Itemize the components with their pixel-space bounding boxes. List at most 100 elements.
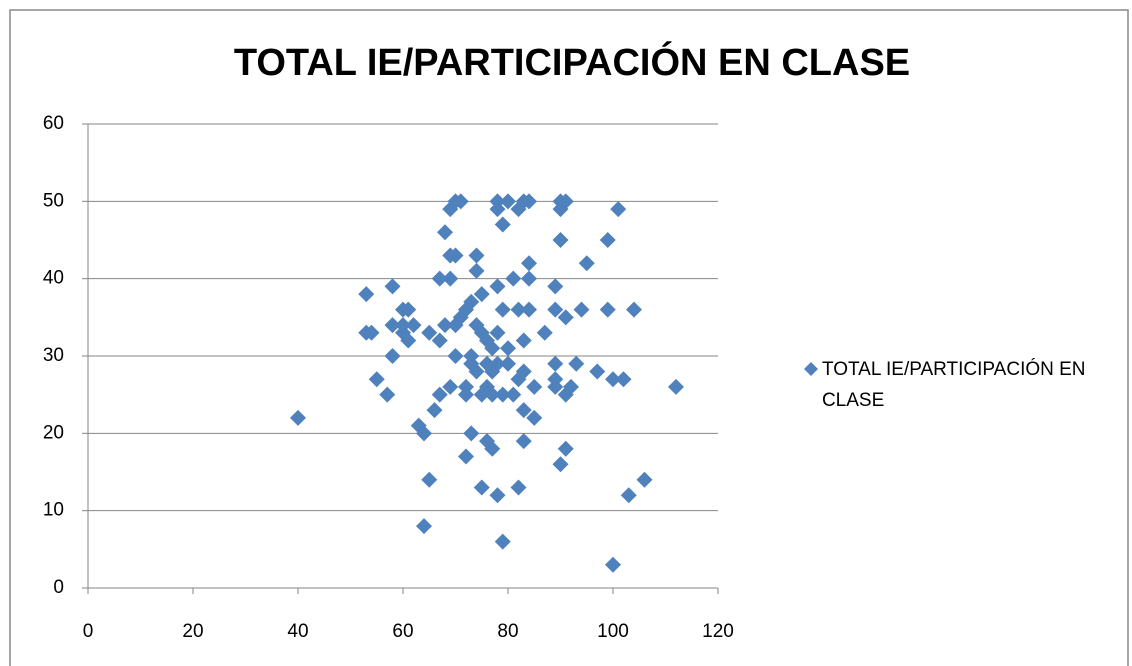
- point: [552, 232, 569, 248]
- x-tick-label: 40: [287, 621, 308, 642]
- point: [557, 309, 574, 326]
- point: [605, 371, 621, 388]
- point: [521, 270, 537, 287]
- point: [510, 301, 527, 318]
- y-tick-label: 10: [43, 500, 64, 521]
- point: [505, 386, 522, 403]
- point: [494, 386, 511, 403]
- x-tick-label: 80: [497, 621, 518, 642]
- y-tick-label: 60: [43, 113, 64, 134]
- y-tick-label: 40: [43, 268, 64, 289]
- point: [589, 363, 606, 380]
- point: [421, 471, 438, 488]
- point: [521, 193, 537, 210]
- point: [636, 471, 653, 488]
- point: [500, 355, 516, 372]
- point: [489, 355, 506, 372]
- point: [358, 286, 375, 303]
- point: [473, 479, 490, 496]
- point: [384, 317, 401, 334]
- point: [442, 270, 459, 287]
- point: [468, 363, 485, 380]
- point: [431, 270, 448, 287]
- point: [620, 487, 637, 504]
- point: [547, 378, 564, 395]
- point: [573, 301, 590, 318]
- y-tick-label: 20: [43, 422, 64, 443]
- point: [563, 378, 579, 395]
- point: [379, 386, 396, 403]
- point: [421, 324, 438, 341]
- x-tick-label: 20: [182, 621, 203, 642]
- point: [494, 301, 511, 318]
- point: [489, 324, 506, 341]
- point: [505, 270, 522, 287]
- point: [447, 247, 464, 264]
- point: [500, 193, 516, 210]
- point: [368, 371, 385, 388]
- point: [384, 278, 401, 295]
- point: [557, 193, 574, 210]
- point: [515, 363, 532, 380]
- point: [578, 255, 595, 272]
- point: [437, 224, 453, 241]
- legend-marker: [804, 362, 818, 376]
- point: [489, 278, 506, 295]
- point: [626, 301, 642, 318]
- point: [557, 440, 574, 457]
- point: [552, 456, 569, 473]
- x-tick-label: 60: [392, 621, 413, 642]
- x-tick-label: 100: [597, 621, 629, 642]
- point: [547, 278, 564, 295]
- point: [431, 386, 448, 403]
- legend-entry: TOTAL IE/PARTICIPACIÓN EN CLASE: [802, 354, 1122, 416]
- point: [536, 324, 553, 341]
- point: [515, 433, 532, 450]
- point: [489, 487, 506, 504]
- point: [494, 533, 511, 550]
- y-tick-label: 50: [43, 190, 64, 211]
- point: [452, 193, 469, 210]
- point: [568, 355, 585, 372]
- y-tick-label: 30: [43, 345, 64, 366]
- point: [400, 301, 417, 318]
- point: [484, 440, 501, 457]
- point: [515, 402, 532, 419]
- y-tick-label: 0: [53, 577, 64, 598]
- point: [610, 201, 627, 218]
- chart-title: TOTAL IE/PARTICIPACIÓN EN CLASE: [234, 40, 910, 84]
- point: [431, 332, 448, 349]
- point: [468, 247, 485, 264]
- point: [547, 355, 564, 372]
- point: [447, 348, 464, 364]
- x-tick-label: 120: [702, 621, 734, 642]
- point: [426, 402, 443, 419]
- point: [405, 317, 422, 334]
- point: [416, 425, 432, 442]
- point: [437, 317, 453, 334]
- point: [484, 340, 501, 357]
- legend: TOTAL IE/PARTICIPACIÓN EN CLASE: [802, 354, 1122, 416]
- x-tick-label: 0: [83, 621, 94, 642]
- point: [599, 232, 616, 248]
- chart-frame: [9, 9, 1129, 666]
- point: [547, 301, 564, 318]
- point: [599, 301, 616, 318]
- point: [395, 324, 411, 341]
- point: [489, 201, 506, 218]
- point: [463, 293, 480, 310]
- point: [290, 409, 306, 426]
- point: [458, 378, 474, 395]
- point: [526, 409, 543, 426]
- legend-label: TOTAL IE/PARTICIPACIÓN EN CLASE: [821, 359, 1086, 411]
- point: [442, 378, 459, 395]
- point: [605, 556, 621, 573]
- point: [521, 255, 537, 272]
- point: [615, 371, 632, 388]
- point: [473, 286, 490, 303]
- point: [484, 386, 501, 403]
- point: [458, 448, 474, 465]
- point: [468, 262, 485, 279]
- point: [500, 340, 516, 357]
